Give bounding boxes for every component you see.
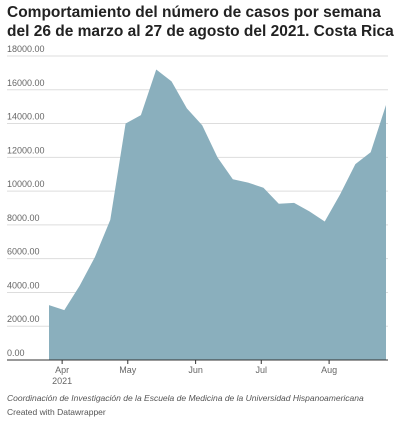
x-tick-label: Jul <box>256 365 268 375</box>
y-tick-label: 6000.00 <box>7 247 40 257</box>
y-tick-label: 4000.00 <box>7 280 40 290</box>
y-tick-label: 12000.00 <box>7 145 45 155</box>
y-tick-label: 10000.00 <box>7 179 45 189</box>
source: Coordinación de Investigación de la Escu… <box>7 393 364 403</box>
y-tick-label: 0.00 <box>7 348 25 358</box>
x-tick-label: Apr 2021 <box>52 365 72 386</box>
y-tick-label: 14000.00 <box>7 112 45 122</box>
x-tick-label: Jun <box>188 365 203 375</box>
y-tick-label: 18000.00 <box>7 44 45 54</box>
y-tick-label: 16000.00 <box>7 78 45 88</box>
credit: Created with Datawrapper <box>7 407 106 417</box>
chart-title: Comportamiento del número de casos por s… <box>7 4 394 40</box>
area <box>49 69 386 360</box>
y-tick-label: 2000.00 <box>7 314 40 324</box>
x-tick-label: Aug <box>321 365 337 375</box>
x-tick-label: May <box>119 365 137 375</box>
y-tick-label: 8000.00 <box>7 213 40 223</box>
